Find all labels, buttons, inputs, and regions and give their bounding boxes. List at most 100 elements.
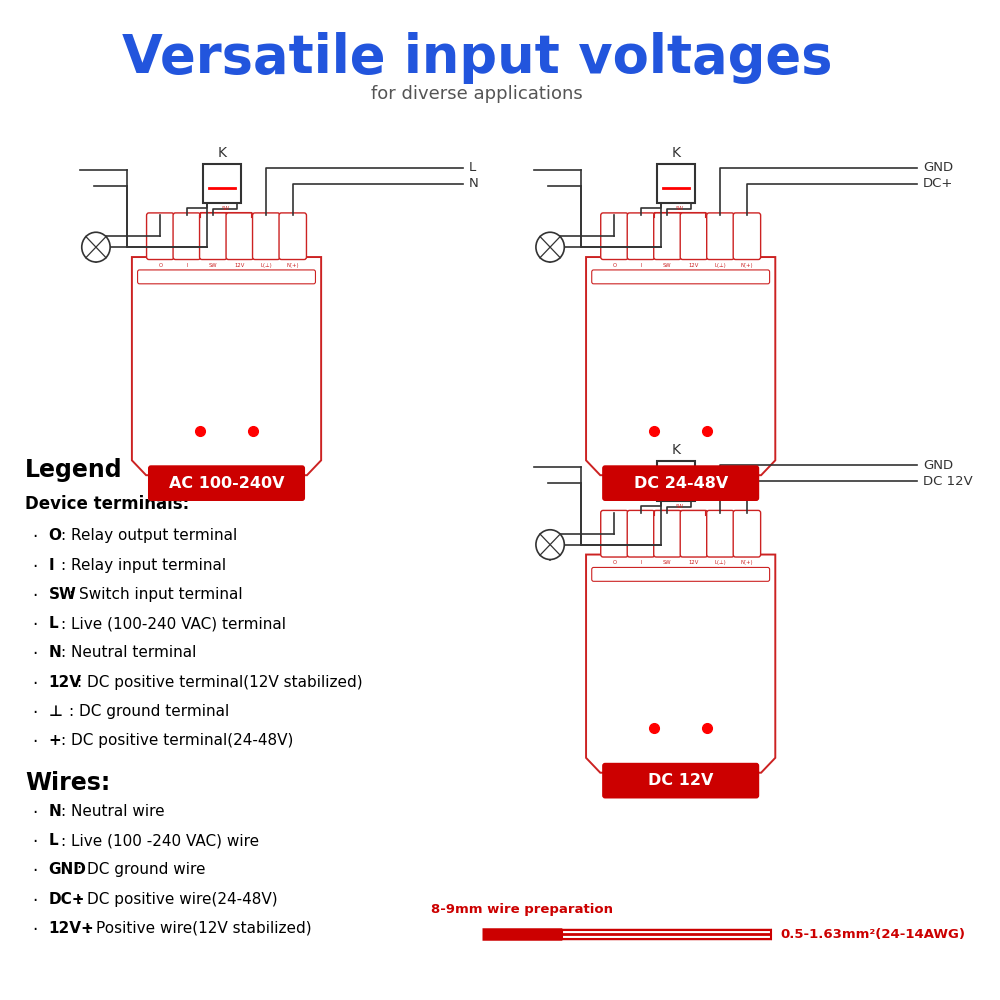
Text: GND: GND [923, 161, 953, 174]
Text: L: L [49, 833, 58, 848]
FancyBboxPatch shape [733, 510, 761, 557]
Text: ·: · [33, 892, 38, 910]
Text: DC 12V: DC 12V [923, 475, 973, 488]
FancyBboxPatch shape [592, 270, 770, 284]
Text: SW: SW [676, 206, 684, 211]
Text: : DC ground wire: : DC ground wire [77, 862, 206, 877]
FancyBboxPatch shape [680, 213, 708, 260]
Bar [562, 930, 771, 939]
Text: SW: SW [222, 206, 230, 211]
Text: ·: · [33, 862, 38, 880]
Text: L(⊥): L(⊥) [260, 263, 272, 268]
Text: SW: SW [676, 504, 684, 509]
Text: for diverse applications: for diverse applications [371, 85, 583, 103]
Circle shape [536, 530, 564, 559]
Text: : Neutral wire: : Neutral wire [61, 804, 164, 819]
Text: O: O [158, 263, 162, 268]
Text: ·: · [33, 587, 38, 605]
Text: ·: · [33, 558, 38, 576]
Text: ·: · [33, 704, 38, 722]
Text: L(⊥): L(⊥) [715, 560, 726, 565]
Text: N: N [49, 645, 61, 660]
Text: Legend: Legend [25, 458, 123, 482]
FancyBboxPatch shape [707, 510, 734, 557]
Text: ⊥: ⊥ [49, 704, 68, 719]
Text: ·: · [33, 616, 38, 634]
Text: DC+: DC+ [923, 177, 953, 190]
Text: Wires:: Wires: [25, 771, 110, 795]
Text: : Relay input terminal: : Relay input terminal [61, 558, 226, 573]
Text: 12V: 12V [49, 675, 82, 690]
Text: : DC ground terminal: : DC ground terminal [69, 704, 229, 719]
FancyBboxPatch shape [627, 510, 655, 557]
Polygon shape [586, 257, 775, 475]
Text: I: I [49, 558, 54, 573]
Text: N(+): N(+) [741, 560, 753, 565]
FancyBboxPatch shape [733, 213, 761, 260]
FancyBboxPatch shape [592, 567, 770, 581]
FancyBboxPatch shape [200, 213, 227, 260]
Text: : Relay output terminal: : Relay output terminal [61, 528, 237, 543]
FancyBboxPatch shape [279, 213, 306, 260]
Text: 12V: 12V [689, 560, 699, 565]
Text: K: K [671, 443, 680, 457]
FancyBboxPatch shape [601, 213, 628, 260]
Text: ·: · [33, 733, 38, 751]
Text: I: I [640, 263, 642, 268]
Text: I: I [640, 560, 642, 565]
Polygon shape [586, 555, 775, 773]
Text: N: N [469, 177, 478, 190]
Text: N(+): N(+) [741, 263, 753, 268]
Text: GND: GND [49, 862, 87, 877]
Text: SW: SW [663, 560, 672, 565]
Text: : Positive wire(12V stabilized): : Positive wire(12V stabilized) [86, 921, 311, 936]
Bar [203, 164, 241, 203]
Text: Versatile input voltages: Versatile input voltages [122, 32, 832, 84]
Text: 0.5-1.63mm²(24-14AWG): 0.5-1.63mm²(24-14AWG) [780, 928, 965, 941]
Text: DC 24-48V: DC 24-48V [634, 476, 728, 491]
Text: SW: SW [49, 587, 77, 602]
FancyBboxPatch shape [627, 213, 655, 260]
FancyBboxPatch shape [707, 213, 734, 260]
Text: DC+: DC+ [49, 892, 85, 907]
Text: : DC positive terminal(24-48V): : DC positive terminal(24-48V) [61, 733, 293, 748]
Text: I: I [186, 263, 188, 268]
Text: ·: · [33, 675, 38, 693]
FancyBboxPatch shape [253, 213, 280, 260]
Text: : Live (100-240 VAC) terminal: : Live (100-240 VAC) terminal [61, 616, 286, 631]
Text: : Switch input terminal: : Switch input terminal [69, 587, 243, 602]
Bar [657, 461, 695, 501]
Polygon shape [132, 257, 321, 475]
FancyBboxPatch shape [654, 213, 681, 260]
Text: GND: GND [923, 459, 953, 472]
Text: L: L [469, 161, 476, 174]
Text: SW: SW [209, 263, 218, 268]
FancyBboxPatch shape [680, 510, 708, 557]
Text: N: N [49, 804, 61, 819]
FancyBboxPatch shape [148, 465, 305, 501]
Circle shape [82, 232, 110, 262]
Text: : DC positive terminal(12V stabilized): : DC positive terminal(12V stabilized) [77, 675, 363, 690]
FancyBboxPatch shape [147, 213, 174, 260]
FancyBboxPatch shape [226, 213, 253, 260]
Text: : DC positive wire(24-48V): : DC positive wire(24-48V) [77, 892, 278, 907]
Text: 12V: 12V [689, 263, 699, 268]
Text: DC 12V: DC 12V [648, 773, 713, 788]
Text: : Live (100 -240 VAC) wire: : Live (100 -240 VAC) wire [61, 833, 259, 848]
FancyBboxPatch shape [602, 763, 759, 798]
Text: : Neutral terminal: : Neutral terminal [61, 645, 196, 660]
Text: ·: · [33, 921, 38, 939]
Text: AC 100-240V: AC 100-240V [169, 476, 284, 491]
Text: +: + [49, 733, 61, 748]
Text: ·: · [33, 528, 38, 546]
Text: SW: SW [663, 263, 672, 268]
Text: N(+): N(+) [286, 263, 299, 268]
Text: K: K [671, 146, 680, 160]
Text: 12V+: 12V+ [49, 921, 94, 936]
Text: O: O [612, 263, 616, 268]
Text: ·: · [33, 833, 38, 851]
FancyBboxPatch shape [173, 213, 200, 260]
FancyBboxPatch shape [602, 465, 759, 501]
FancyBboxPatch shape [138, 270, 315, 284]
Circle shape [536, 232, 564, 262]
